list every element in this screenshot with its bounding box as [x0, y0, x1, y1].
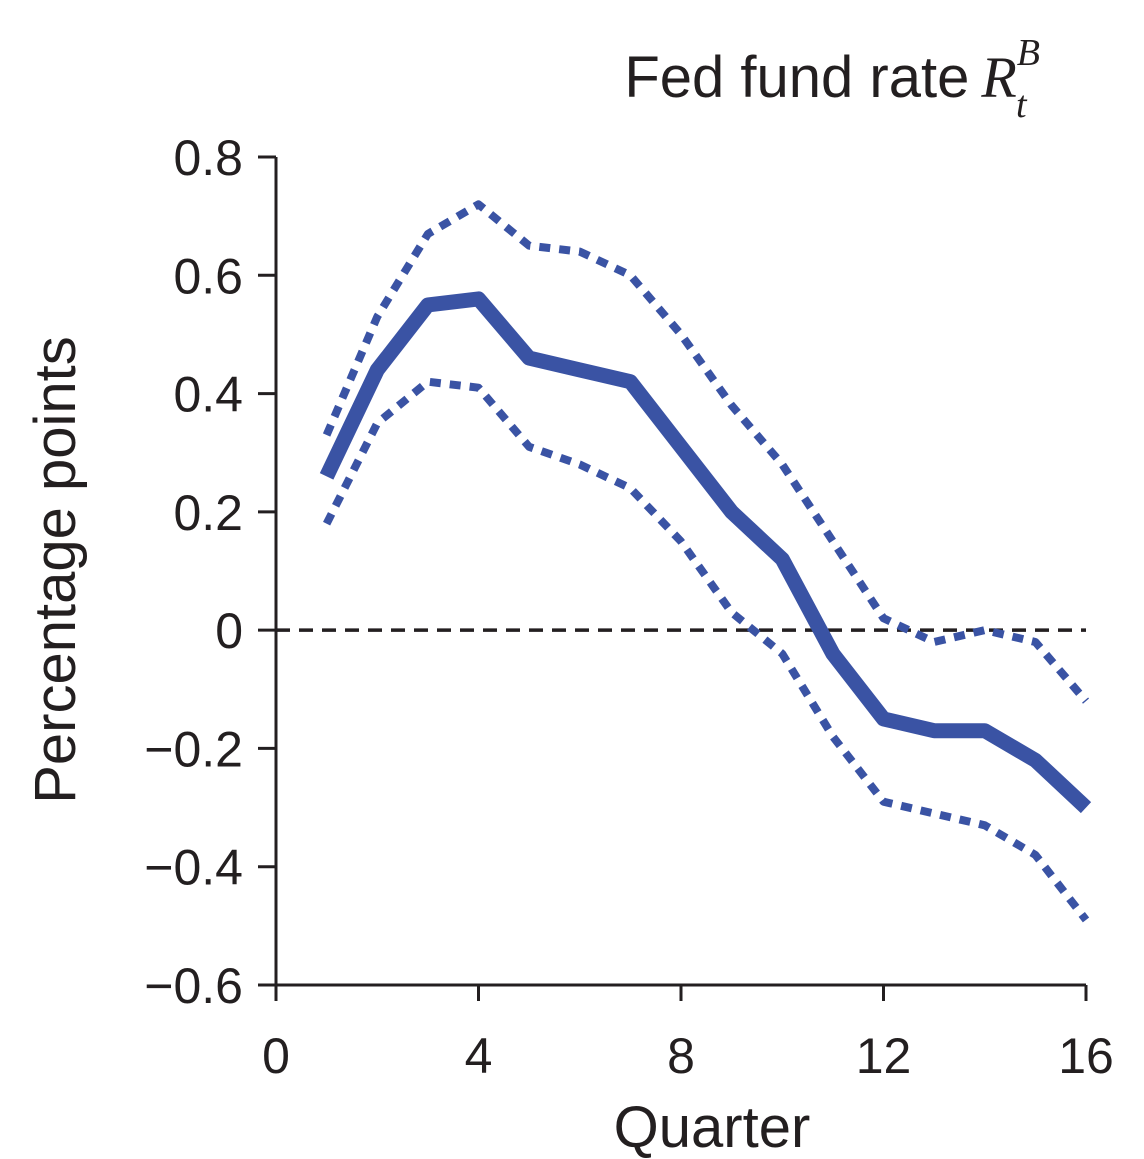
series-group [319, 200, 1092, 923]
title-math-symbol: R [980, 45, 1016, 110]
x-tick-label: 0 [262, 1028, 290, 1084]
chart-title: Fed fund rate RB t [624, 32, 1040, 126]
lower-band-line [323, 377, 1090, 923]
title-math-subscript: t [1016, 84, 1028, 126]
ticks: 0.8 0.6 0.4 0.2 0 −0.2 −0.4 −0.6 0 4 8 12 16 [144, 130, 1114, 1084]
y-tick-label: −0.4 [144, 840, 243, 896]
x-tick-label: 12 [856, 1028, 912, 1084]
upper-band-line [322, 200, 1090, 704]
y-axis-title: Percentage points [23, 336, 88, 804]
y-tick-label: −0.6 [144, 958, 243, 1014]
y-tick-label: 0.6 [173, 248, 243, 304]
y-tick-label: 0.4 [173, 367, 243, 423]
chart-title-text: Fed fund rate [624, 45, 969, 110]
x-tick-label: 16 [1058, 1028, 1114, 1084]
x-tick-label: 8 [667, 1028, 695, 1084]
y-tick-label: 0.8 [173, 130, 243, 186]
title-math-superscript: B [1017, 32, 1040, 74]
y-tick-label: 0 [215, 603, 243, 659]
y-tick-label: 0.2 [173, 485, 243, 541]
x-axis-title: Quarter [614, 1095, 811, 1159]
estimate-line [319, 291, 1092, 814]
y-tick-label: −0.2 [144, 721, 243, 777]
x-tick-label: 4 [465, 1028, 493, 1084]
